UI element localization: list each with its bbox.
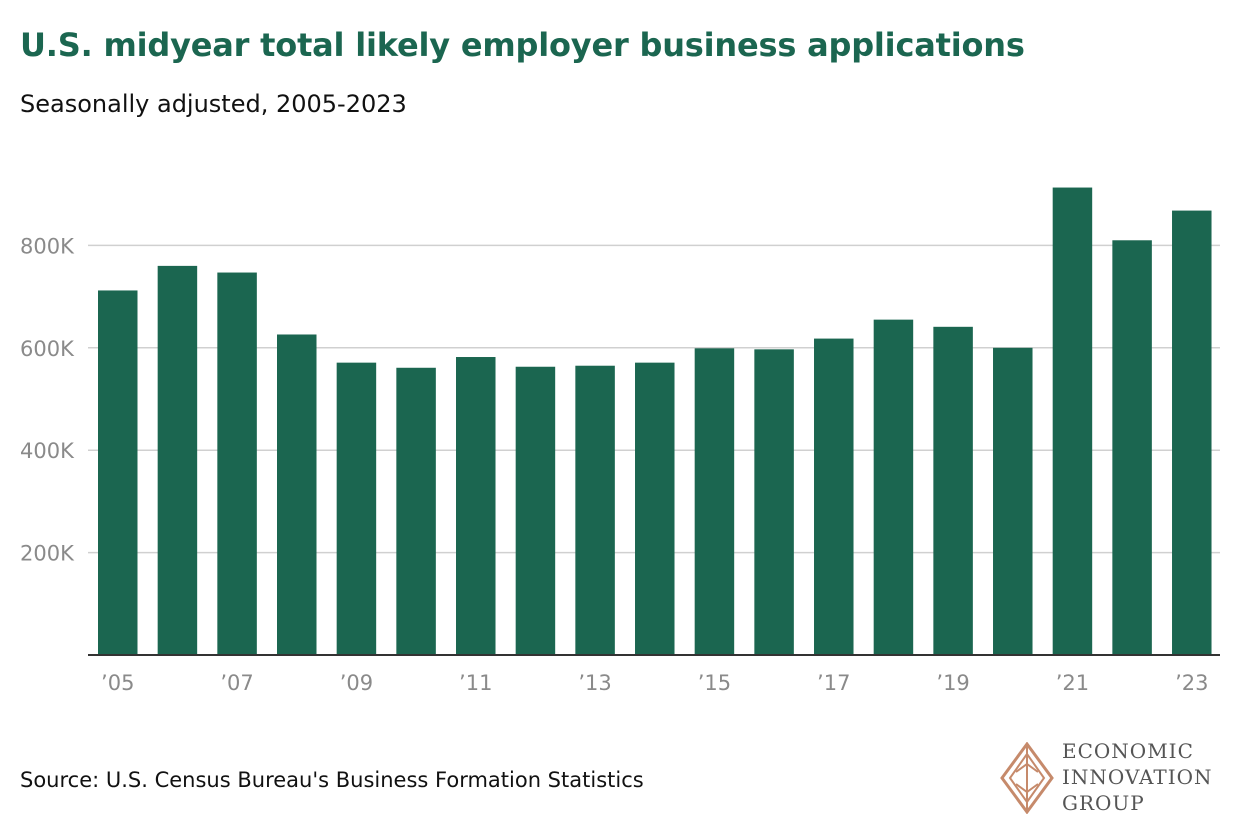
bar [933, 326, 973, 655]
bar [157, 265, 198, 655]
x-tick-label: ’11 [459, 671, 492, 695]
bar-chart: 200K 400K 600K 800K ’05 ’07 ’09 ’11 ’13 ’15 ’17 ’19… [20, 187, 1220, 695]
bar [754, 349, 794, 655]
x-tick-label: ’21 [1056, 671, 1089, 695]
x-tick-label: ’17 [817, 671, 850, 695]
eig-logo: ECONOMIC INNOVATION GROUP [1000, 738, 1232, 818]
bar [217, 272, 257, 655]
bar [1052, 187, 1093, 655]
bar [814, 338, 854, 655]
source-note: Source: U.S. Census Bureau's Business Fo… [20, 768, 644, 792]
logo-line-2: INNOVATION [1062, 765, 1213, 789]
bar [396, 367, 436, 655]
chart-title: U.S. midyear total likely employer busin… [20, 26, 1025, 64]
bar [336, 362, 377, 655]
x-tick-label: ’19 [936, 671, 969, 695]
bar [993, 347, 1033, 655]
x-tick-label: ’07 [220, 671, 253, 695]
logo-line-3: GROUP [1062, 791, 1145, 815]
bar [694, 348, 735, 655]
bar [98, 290, 138, 655]
x-tick-label: ’09 [340, 671, 373, 695]
bar [456, 357, 496, 655]
bar [277, 334, 317, 655]
x-tick-label: ’23 [1175, 671, 1208, 695]
bar [1112, 240, 1152, 655]
x-tick-label: ’15 [698, 671, 731, 695]
x-tick-label: ’05 [101, 671, 134, 695]
bar [1172, 210, 1212, 656]
y-tick-label: 800K [20, 234, 75, 258]
bar [873, 319, 914, 655]
y-tick-label: 400K [20, 439, 75, 463]
bar [575, 365, 615, 655]
bar [635, 362, 675, 655]
bar [515, 366, 556, 655]
y-tick-label: 200K [20, 542, 75, 566]
logo-text: ECONOMIC INNOVATION GROUP [1062, 738, 1213, 816]
x-tick-label: ’13 [578, 671, 611, 695]
y-tick-label: 600K [20, 337, 75, 361]
chart-subtitle: Seasonally adjusted, 2005-2023 [20, 90, 407, 118]
logo-line-1: ECONOMIC [1062, 739, 1194, 763]
diamond-logo-icon [1000, 742, 1054, 814]
